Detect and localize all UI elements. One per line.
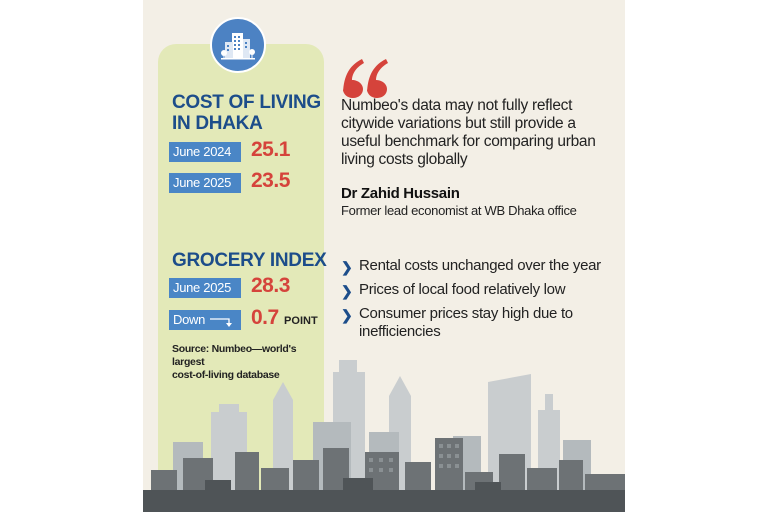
key-points-list: ❯ Rental costs unchanged over the year ❯…: [341, 257, 625, 347]
key-point-text: Rental costs unchanged over the year: [359, 257, 601, 274]
infographic-card: COST OF LIVING IN DHAKA June 2024 25.1 J…: [143, 0, 625, 512]
source-note: Source: Numbeo—world's largest cost-of-l…: [172, 343, 322, 382]
cost-of-living-title: COST OF LIVING IN DHAKA: [172, 92, 321, 134]
grocery-june-2025-label: June 2025: [169, 278, 241, 298]
source-line2: cost-of-living database: [172, 369, 280, 381]
chevron-right-icon: ❯: [341, 307, 353, 323]
june-2024-value: 25.1: [251, 138, 290, 161]
down-value-number: 0.7: [251, 306, 279, 329]
key-point: ❯ Prices of local food relatively low: [341, 281, 625, 299]
grocery-june-2025-value: 28.3: [251, 274, 290, 297]
june-2024-label: June 2024: [169, 142, 241, 162]
quote-text: Numbeo's data may not fully reflect city…: [341, 97, 596, 168]
key-point: ❯ Consumer prices stay high due to ineff…: [341, 305, 625, 341]
key-point-text: Consumer prices stay high due to ineffic…: [359, 305, 573, 340]
cost-of-living-title-line2: IN DHAKA: [172, 113, 263, 134]
june-2025-label: June 2025: [169, 173, 241, 193]
city-skyline-illustration: [143, 360, 625, 512]
quote-author: Dr Zahid Hussain: [341, 185, 460, 202]
cost-of-living-title-line1: COST OF LIVING: [172, 92, 321, 113]
key-point-text: Prices of local food relatively low: [359, 281, 566, 298]
key-point: ❯ Rental costs unchanged over the year: [341, 257, 625, 275]
chevron-right-icon: ❯: [341, 283, 353, 299]
city-buildings-icon: [210, 17, 266, 73]
down-value: 0.7 POINT: [251, 306, 318, 330]
down-arrow-icon: [210, 317, 233, 327]
chevron-right-icon: ❯: [341, 259, 353, 275]
down-label-text: Down: [173, 312, 206, 327]
quote-author-role: Former lead economist at WB Dhaka office: [341, 203, 577, 218]
june-2025-value: 23.5: [251, 169, 290, 192]
down-value-unit: POINT: [284, 315, 318, 327]
quotation-mark-icon: [343, 59, 388, 98]
source-line1: Source: Numbeo—world's largest: [172, 343, 297, 368]
grocery-index-title: GROCERY INDEX: [172, 250, 327, 271]
down-label: Down: [169, 310, 241, 330]
